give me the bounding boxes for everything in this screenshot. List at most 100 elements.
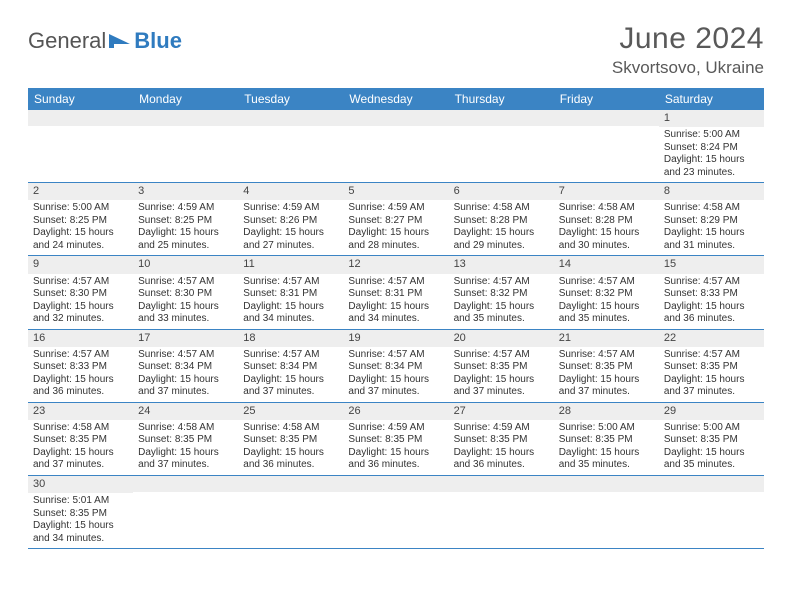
calendar-cell: 6Sunrise: 4:58 AMSunset: 8:28 PMDaylight…: [449, 183, 554, 256]
calendar-row: 30Sunrise: 5:01 AMSunset: 8:35 PMDayligh…: [28, 475, 764, 548]
day-details: Sunrise: 5:00 AMSunset: 8:25 PMDaylight:…: [28, 200, 133, 255]
calendar-cell: 3Sunrise: 4:59 AMSunset: 8:25 PMDaylight…: [133, 183, 238, 256]
day-details: Sunrise: 5:00 AMSunset: 8:35 PMDaylight:…: [659, 420, 764, 475]
day-number: 21: [554, 330, 659, 347]
header: General Blue June 2024 Skvortsovo, Ukrai…: [28, 22, 764, 78]
day-details: Sunrise: 4:57 AMSunset: 8:30 PMDaylight:…: [133, 274, 238, 329]
calendar-cell: 5Sunrise: 4:59 AMSunset: 8:27 PMDaylight…: [343, 183, 448, 256]
calendar-row: 1Sunrise: 5:00 AMSunset: 8:24 PMDaylight…: [28, 110, 764, 183]
calendar-cell: 23Sunrise: 4:58 AMSunset: 8:35 PMDayligh…: [28, 402, 133, 475]
day-number: 15: [659, 256, 764, 273]
brand-part2: Blue: [134, 28, 182, 54]
daynum-empty: [28, 110, 133, 126]
day-number: 8: [659, 183, 764, 200]
calendar-cell: 18Sunrise: 4:57 AMSunset: 8:34 PMDayligh…: [238, 329, 343, 402]
day-number: 20: [449, 330, 554, 347]
calendar-cell: 27Sunrise: 4:59 AMSunset: 8:35 PMDayligh…: [449, 402, 554, 475]
daynum-empty: [343, 476, 448, 492]
calendar-row: 9Sunrise: 4:57 AMSunset: 8:30 PMDaylight…: [28, 256, 764, 329]
calendar-row: 16Sunrise: 4:57 AMSunset: 8:33 PMDayligh…: [28, 329, 764, 402]
calendar-cell: 30Sunrise: 5:01 AMSunset: 8:35 PMDayligh…: [28, 475, 133, 548]
location: Skvortsovo, Ukraine: [612, 58, 764, 78]
calendar-cell-empty: [449, 475, 554, 548]
calendar-cell-empty: [449, 110, 554, 183]
calendar-cell: 10Sunrise: 4:57 AMSunset: 8:30 PMDayligh…: [133, 256, 238, 329]
day-details: Sunrise: 4:58 AMSunset: 8:35 PMDaylight:…: [28, 420, 133, 475]
day-number: 1: [659, 110, 764, 127]
calendar-row: 2Sunrise: 5:00 AMSunset: 8:25 PMDaylight…: [28, 183, 764, 256]
calendar-row: 23Sunrise: 4:58 AMSunset: 8:35 PMDayligh…: [28, 402, 764, 475]
day-details: Sunrise: 4:58 AMSunset: 8:28 PMDaylight:…: [449, 200, 554, 255]
weekday-header: Monday: [133, 88, 238, 110]
day-number: 27: [449, 403, 554, 420]
day-number: 18: [238, 330, 343, 347]
calendar-cell: 4Sunrise: 4:59 AMSunset: 8:26 PMDaylight…: [238, 183, 343, 256]
calendar-cell: 19Sunrise: 4:57 AMSunset: 8:34 PMDayligh…: [343, 329, 448, 402]
day-details: Sunrise: 4:57 AMSunset: 8:34 PMDaylight:…: [133, 347, 238, 402]
calendar-cell: 28Sunrise: 5:00 AMSunset: 8:35 PMDayligh…: [554, 402, 659, 475]
weekday-header: Friday: [554, 88, 659, 110]
day-details: Sunrise: 4:57 AMSunset: 8:34 PMDaylight:…: [343, 347, 448, 402]
calendar-cell: 20Sunrise: 4:57 AMSunset: 8:35 PMDayligh…: [449, 329, 554, 402]
calendar-cell: 7Sunrise: 4:58 AMSunset: 8:28 PMDaylight…: [554, 183, 659, 256]
calendar-cell: 25Sunrise: 4:58 AMSunset: 8:35 PMDayligh…: [238, 402, 343, 475]
daynum-empty: [238, 110, 343, 126]
day-details: Sunrise: 4:57 AMSunset: 8:35 PMDaylight:…: [449, 347, 554, 402]
daynum-empty: [343, 110, 448, 126]
month-title: June 2024: [612, 22, 764, 56]
calendar-cell-empty: [238, 110, 343, 183]
calendar-cell-empty: [554, 110, 659, 183]
day-details: Sunrise: 4:58 AMSunset: 8:29 PMDaylight:…: [659, 200, 764, 255]
day-number: 5: [343, 183, 448, 200]
day-details: Sunrise: 4:59 AMSunset: 8:25 PMDaylight:…: [133, 200, 238, 255]
weekday-header: Tuesday: [238, 88, 343, 110]
day-details: Sunrise: 4:58 AMSunset: 8:35 PMDaylight:…: [133, 420, 238, 475]
day-number: 14: [554, 256, 659, 273]
calendar-cell: 15Sunrise: 4:57 AMSunset: 8:33 PMDayligh…: [659, 256, 764, 329]
day-details: Sunrise: 4:57 AMSunset: 8:31 PMDaylight:…: [343, 274, 448, 329]
calendar-body: 1Sunrise: 5:00 AMSunset: 8:24 PMDaylight…: [28, 110, 764, 549]
day-details: Sunrise: 5:00 AMSunset: 8:24 PMDaylight:…: [659, 127, 764, 182]
day-details: Sunrise: 4:59 AMSunset: 8:26 PMDaylight:…: [238, 200, 343, 255]
calendar-cell: 21Sunrise: 4:57 AMSunset: 8:35 PMDayligh…: [554, 329, 659, 402]
day-details: Sunrise: 4:57 AMSunset: 8:35 PMDaylight:…: [659, 347, 764, 402]
calendar-cell-empty: [238, 475, 343, 548]
calendar-cell: 2Sunrise: 5:00 AMSunset: 8:25 PMDaylight…: [28, 183, 133, 256]
brand-part1: General: [28, 28, 106, 54]
daynum-empty: [449, 476, 554, 492]
weekday-header: Sunday: [28, 88, 133, 110]
weekday-header-row: SundayMondayTuesdayWednesdayThursdayFrid…: [28, 88, 764, 110]
day-details: Sunrise: 4:57 AMSunset: 8:30 PMDaylight:…: [28, 274, 133, 329]
calendar-cell: 29Sunrise: 5:00 AMSunset: 8:35 PMDayligh…: [659, 402, 764, 475]
day-details: Sunrise: 4:57 AMSunset: 8:33 PMDaylight:…: [28, 347, 133, 402]
calendar-cell: 17Sunrise: 4:57 AMSunset: 8:34 PMDayligh…: [133, 329, 238, 402]
day-details: Sunrise: 5:00 AMSunset: 8:35 PMDaylight:…: [554, 420, 659, 475]
daynum-empty: [449, 110, 554, 126]
day-number: 29: [659, 403, 764, 420]
daynum-empty: [133, 476, 238, 492]
calendar-cell: 8Sunrise: 4:58 AMSunset: 8:29 PMDaylight…: [659, 183, 764, 256]
calendar-cell-empty: [659, 475, 764, 548]
daynum-empty: [554, 110, 659, 126]
calendar-cell-empty: [554, 475, 659, 548]
calendar-cell: 26Sunrise: 4:59 AMSunset: 8:35 PMDayligh…: [343, 402, 448, 475]
logo-flag-icon: [108, 32, 134, 50]
day-details: Sunrise: 4:59 AMSunset: 8:35 PMDaylight:…: [449, 420, 554, 475]
calendar-cell-empty: [343, 110, 448, 183]
day-number: 23: [28, 403, 133, 420]
day-number: 11: [238, 256, 343, 273]
daynum-empty: [238, 476, 343, 492]
title-block: June 2024 Skvortsovo, Ukraine: [612, 22, 764, 78]
day-details: Sunrise: 4:57 AMSunset: 8:35 PMDaylight:…: [554, 347, 659, 402]
day-details: Sunrise: 4:58 AMSunset: 8:28 PMDaylight:…: [554, 200, 659, 255]
day-number: 24: [133, 403, 238, 420]
day-number: 10: [133, 256, 238, 273]
calendar-cell: 11Sunrise: 4:57 AMSunset: 8:31 PMDayligh…: [238, 256, 343, 329]
weekday-header: Thursday: [449, 88, 554, 110]
day-details: Sunrise: 4:57 AMSunset: 8:34 PMDaylight:…: [238, 347, 343, 402]
day-details: Sunrise: 4:57 AMSunset: 8:32 PMDaylight:…: [449, 274, 554, 329]
day-details: Sunrise: 4:57 AMSunset: 8:31 PMDaylight:…: [238, 274, 343, 329]
day-number: 28: [554, 403, 659, 420]
day-details: Sunrise: 5:01 AMSunset: 8:35 PMDaylight:…: [28, 493, 133, 548]
calendar-cell: 14Sunrise: 4:57 AMSunset: 8:32 PMDayligh…: [554, 256, 659, 329]
